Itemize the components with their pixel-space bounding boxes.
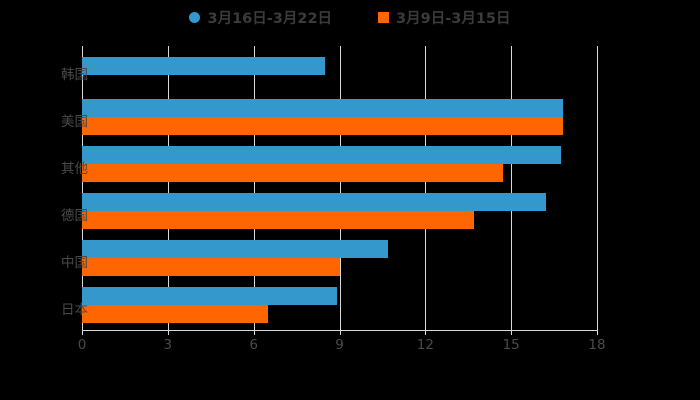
- y-axis-line: [82, 46, 83, 330]
- x-axis-tick-0: [82, 330, 83, 335]
- x-axis-tick-label-0: 0: [77, 337, 87, 353]
- legend-square-marker-icon: [378, 11, 390, 23]
- bar-series-1-cat-5[interactable]: [82, 305, 268, 323]
- gridline-12: [425, 46, 427, 330]
- x-axis-tick-15: [511, 330, 513, 335]
- legend-circle-marker-icon: [189, 11, 201, 23]
- x-axis-tick-label-5: 15: [502, 337, 520, 353]
- y-axis-label-5: 日本: [61, 302, 88, 318]
- legend-item-label: 3月16日-3月22日: [207, 10, 333, 27]
- legend-item-label: 3月9日-3月15日: [396, 10, 511, 27]
- bar-group-0: [82, 46, 597, 93]
- bar-series-0-cat-0[interactable]: [82, 57, 326, 75]
- bar-group-4: [82, 234, 597, 281]
- y-axis-label-4: 中国: [61, 255, 88, 271]
- bar-series-0-cat-1[interactable]: [82, 99, 563, 117]
- bar-series-0-cat-3[interactable]: [82, 193, 546, 211]
- legend-item-1[interactable]: 3月9日-3月15日: [378, 7, 511, 28]
- bar-group-3: [82, 187, 597, 234]
- y-axis-label-3: 德国: [61, 208, 88, 224]
- bar-series-1-cat-2[interactable]: [82, 164, 503, 182]
- bar-series-0-cat-2[interactable]: [82, 146, 562, 164]
- bar-group-1: [82, 93, 597, 140]
- x-axis-tick-9: [339, 330, 341, 335]
- x-axis-tick-label-4: 12: [416, 337, 434, 353]
- bar-series-1-cat-4[interactable]: [82, 258, 340, 276]
- x-axis-tick-18: [597, 330, 598, 335]
- x-axis-tick-12: [425, 330, 427, 335]
- chart-legend: 3月16日-3月22日 3月9日-3月15日: [0, 4, 700, 30]
- legend-item-0[interactable]: 3月16日-3月22日: [189, 7, 332, 28]
- plot-area: [82, 46, 598, 330]
- bar-group-2: [82, 140, 597, 187]
- x-axis-tick-6: [253, 330, 255, 335]
- bar-series-1-cat-3[interactable]: [82, 211, 474, 229]
- bar-series-1-cat-1[interactable]: [82, 117, 563, 135]
- bar-series-0-cat-5[interactable]: [82, 287, 337, 305]
- x-axis-tick-3: [167, 330, 169, 335]
- gridline-18: [597, 46, 598, 330]
- x-axis-tick-label-2: 6: [249, 337, 258, 353]
- y-axis-label-2: 其他: [61, 161, 88, 177]
- y-axis-label-1: 美国: [61, 114, 88, 130]
- y-axis-label-0: 韩国: [61, 67, 88, 83]
- bar-series-0-cat-4[interactable]: [82, 240, 389, 258]
- gridline-15: [511, 46, 513, 330]
- gridline-3: [167, 46, 169, 330]
- x-axis-tick-label-3: 9: [335, 337, 344, 353]
- x-axis-tick-label-6: 18: [588, 337, 606, 353]
- x-axis-tick-label-1: 3: [163, 337, 173, 353]
- gridline-9: [339, 46, 341, 330]
- bar-group-5: [82, 281, 597, 328]
- gridline-6: [253, 46, 255, 330]
